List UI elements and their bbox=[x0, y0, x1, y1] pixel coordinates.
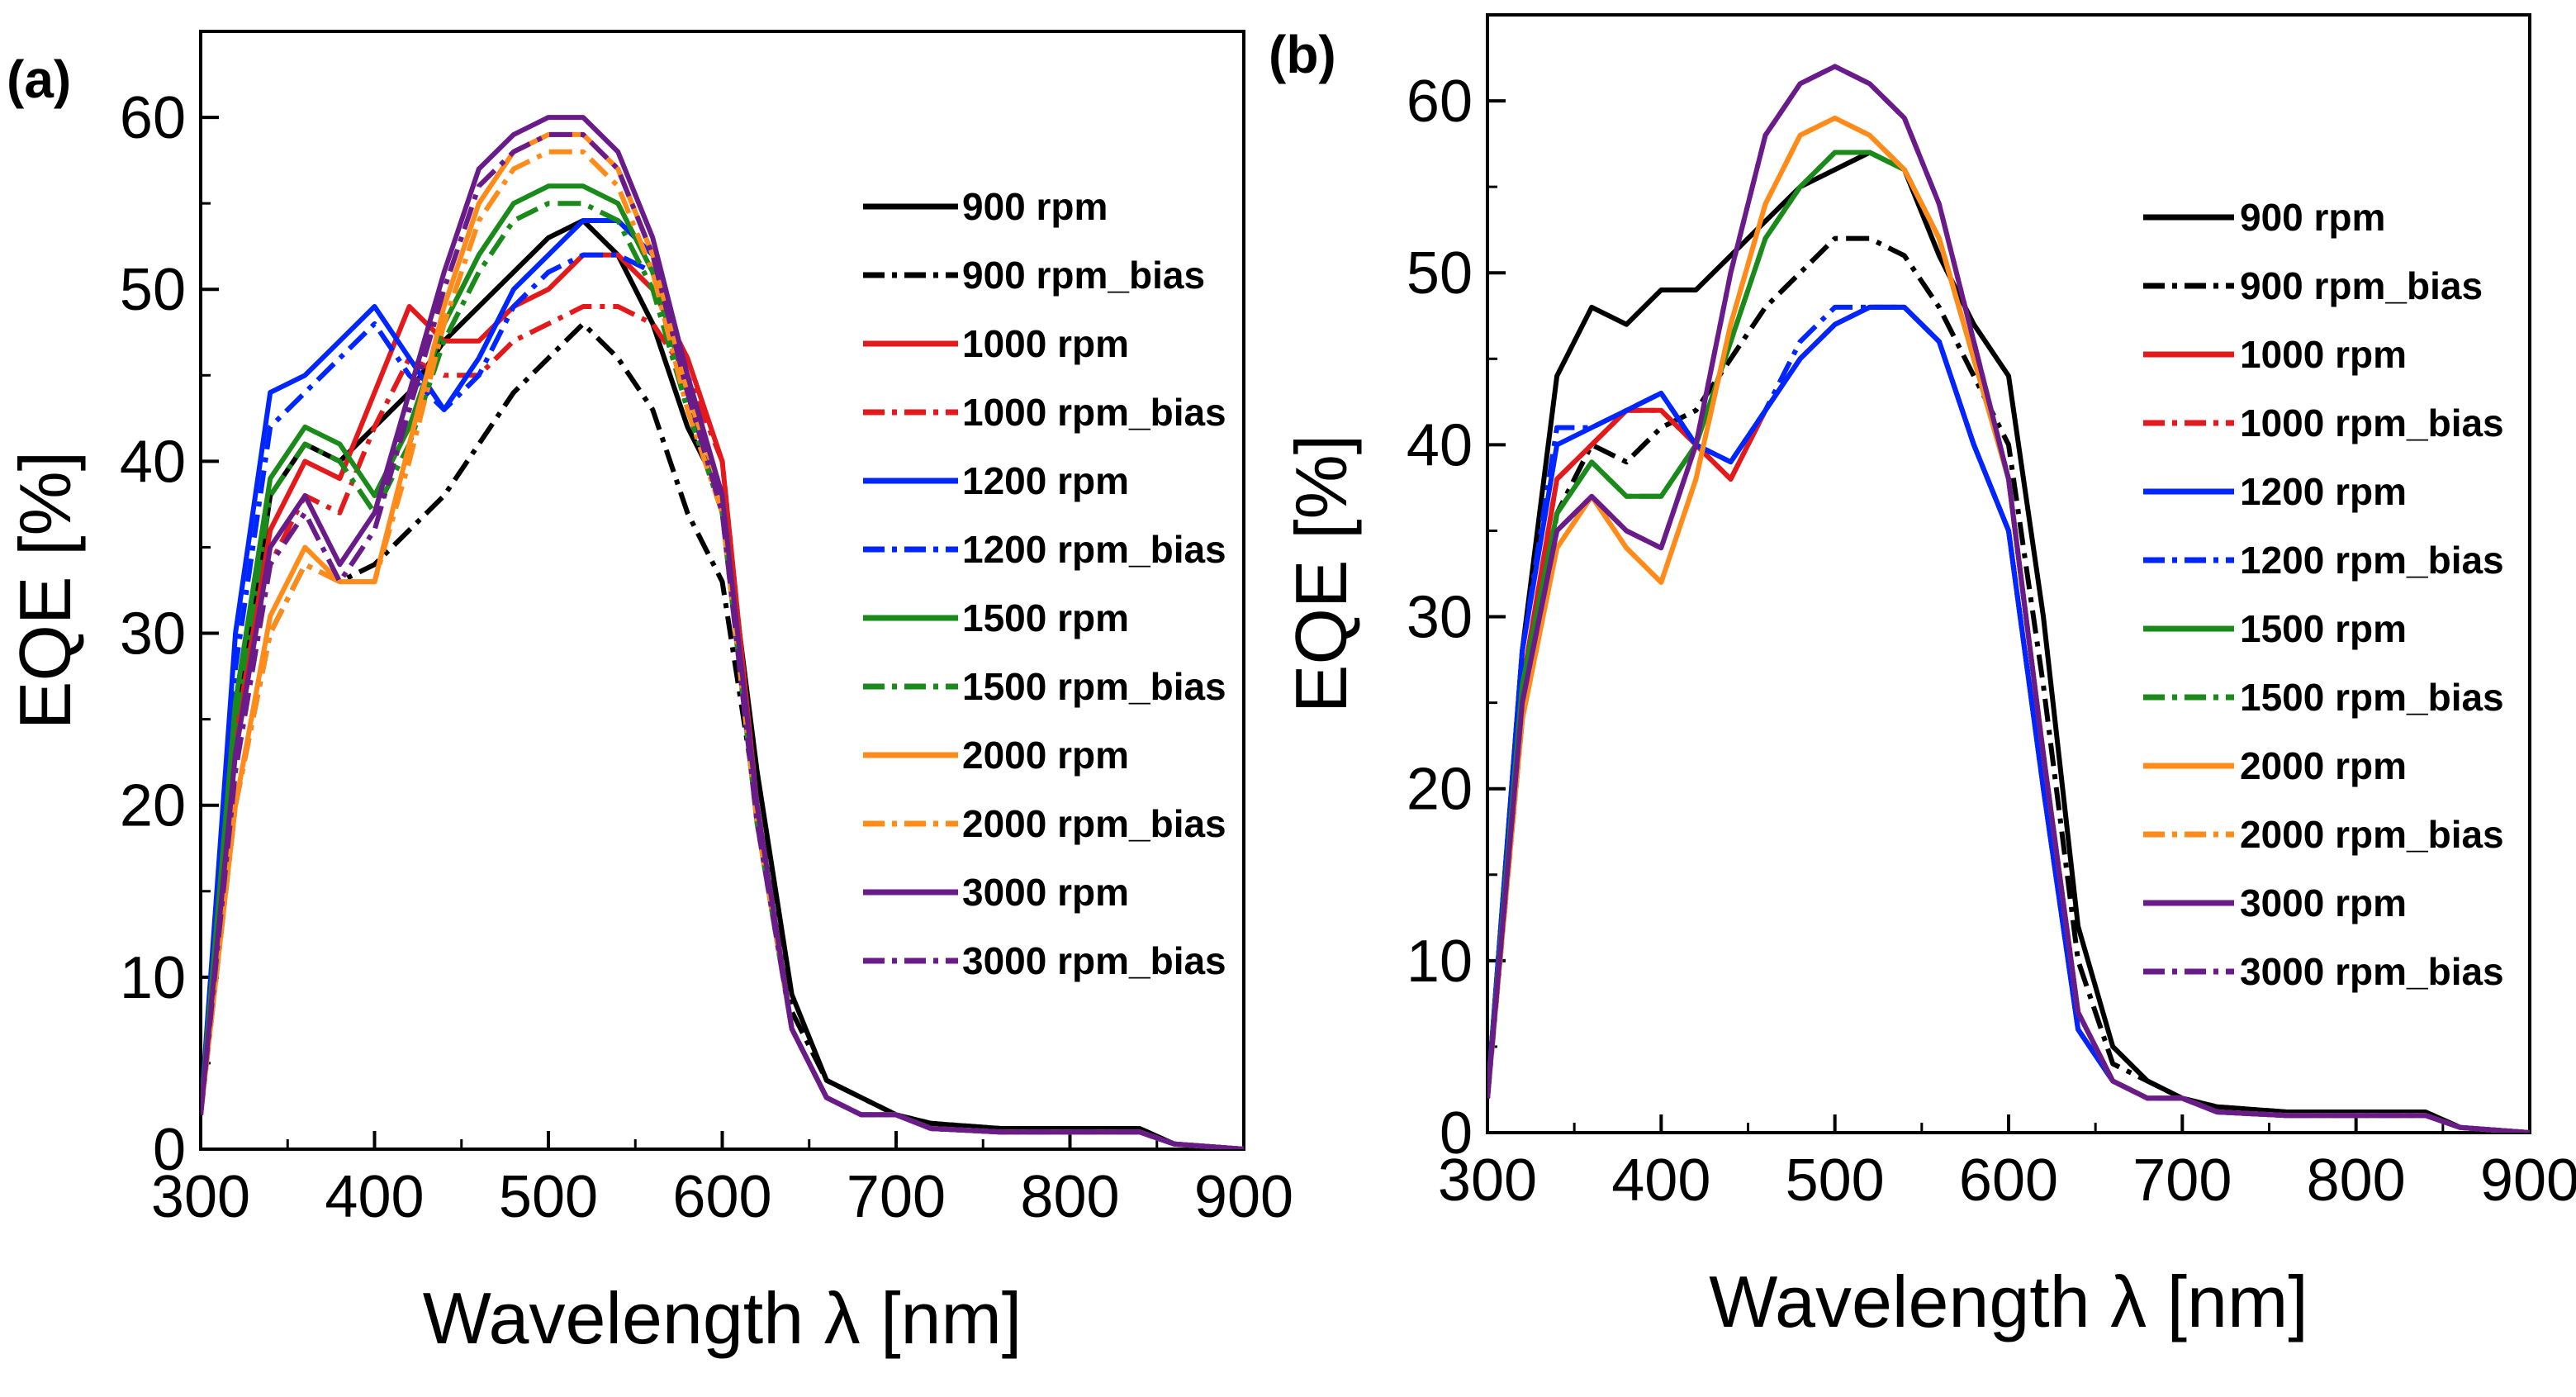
x-tick-label: 700 bbox=[2132, 1148, 2232, 1214]
x-axis-title: Wavelength λ [nm] bbox=[1709, 1261, 2308, 1342]
y-axis-title: EQE [%] bbox=[1280, 435, 1362, 713]
legend-label: 3000 rpm bbox=[962, 871, 1129, 914]
x-tick-label: 600 bbox=[672, 1164, 771, 1230]
x-tick-label: 700 bbox=[847, 1164, 946, 1230]
series-line bbox=[201, 321, 1244, 1149]
legend-label: 900 rpm_bias bbox=[2240, 264, 2483, 307]
legend-label: 3000 rpm_bias bbox=[962, 939, 1226, 982]
chart-panel-a: 300 400 500 600 700 800 900 0 10 20 30 40 50 60 Wavele… bbox=[4, 30, 1293, 1359]
legend-label: 2000 rpm bbox=[2240, 744, 2407, 787]
y-tick-label: 50 bbox=[120, 257, 186, 323]
y-tick-label: 20 bbox=[1407, 757, 1473, 823]
series-line bbox=[1487, 64, 2530, 1133]
y-tick-label: 30 bbox=[120, 601, 186, 668]
legend-label: 1500 rpm bbox=[2240, 607, 2407, 650]
y-tick-label: 0 bbox=[1440, 1100, 1473, 1167]
x-tick-label: 900 bbox=[2480, 1148, 2576, 1214]
legend-label: 2000 rpm bbox=[962, 734, 1129, 777]
x-tick-label: 600 bbox=[1959, 1148, 2058, 1214]
x-tick-label: 800 bbox=[1020, 1164, 1119, 1230]
x-tick-label: 500 bbox=[499, 1164, 598, 1230]
chart-panel-b: 300 400 500 600 700 800 900 0 10 20 30 40 50 60 Wavele… bbox=[1269, 13, 2576, 1342]
panel-label: (a) bbox=[7, 50, 71, 109]
y-tick-label: 10 bbox=[1407, 929, 1473, 995]
legend-label: 1500 rpm_bias bbox=[962, 665, 1226, 708]
y-tick-label: 0 bbox=[153, 1117, 186, 1183]
legend-label: 1000 rpm_bias bbox=[962, 391, 1226, 434]
legend-label: 1200 rpm_bias bbox=[2240, 539, 2504, 582]
legend-label: 1200 rpm_bias bbox=[962, 528, 1226, 571]
panel-label: (b) bbox=[1269, 25, 1336, 84]
series-line bbox=[1487, 235, 2530, 1133]
legend: 900 rpm 900 rpm_bias 1000 rpm 1000 rpm_bias… bbox=[863, 185, 1226, 982]
x-tick-label: 800 bbox=[2307, 1148, 2406, 1214]
legend-label: 900 rpm bbox=[962, 185, 1108, 228]
legend-label: 1000 rpm bbox=[2240, 333, 2407, 376]
legend-label: 3000 rpm bbox=[2240, 881, 2407, 924]
x-tick-label: 500 bbox=[1786, 1148, 1885, 1214]
y-tick-label: 20 bbox=[120, 773, 186, 839]
legend-label: 2000 rpm_bias bbox=[962, 802, 1226, 845]
legend-label: 1200 rpm bbox=[962, 459, 1129, 502]
series-line bbox=[1487, 150, 2530, 1133]
y-tick-label: 60 bbox=[1407, 69, 1473, 135]
y-tick-label: 50 bbox=[1407, 240, 1473, 306]
legend-label: 1200 rpm bbox=[2240, 470, 2407, 513]
legend: 900 rpm 900 rpm_bias 1000 rpm 1000 rpm_bias… bbox=[2143, 196, 2504, 993]
y-tick-label: 30 bbox=[1407, 585, 1473, 651]
series-group bbox=[201, 115, 1244, 1149]
series-group bbox=[1487, 64, 2530, 1133]
y-tick-label: 60 bbox=[120, 85, 186, 151]
legend-label: 2000 rpm_bias bbox=[2240, 813, 2504, 856]
series-line bbox=[201, 115, 1244, 1149]
x-axis-title: Wavelength λ [nm] bbox=[423, 1277, 1022, 1359]
y-tick-label: 40 bbox=[1407, 412, 1473, 478]
y-axis-title: EQE [%] bbox=[4, 451, 86, 729]
series-line bbox=[201, 131, 1244, 1149]
legend-label: 3000 rpm_bias bbox=[2240, 950, 2504, 993]
y-tick-label: 10 bbox=[120, 945, 186, 1011]
series-line bbox=[201, 149, 1244, 1149]
y-tick-label: 40 bbox=[120, 429, 186, 495]
legend-label: 1500 rpm_bias bbox=[2240, 676, 2504, 719]
series-line bbox=[201, 304, 1244, 1149]
x-tick-label: 400 bbox=[325, 1164, 424, 1230]
x-tick-label: 400 bbox=[1611, 1148, 1710, 1214]
legend-label: 900 rpm bbox=[2240, 196, 2385, 239]
x-tick-label: 900 bbox=[1194, 1164, 1293, 1230]
legend-label: 1500 rpm bbox=[962, 596, 1129, 639]
x-tick-label: 300 bbox=[1438, 1148, 1537, 1214]
legend-label: 1000 rpm bbox=[962, 322, 1129, 365]
legend-label: 1000 rpm_bias bbox=[2240, 402, 2504, 444]
x-tick-label: 300 bbox=[151, 1164, 250, 1230]
legend-label: 900 rpm_bias bbox=[962, 254, 1205, 297]
